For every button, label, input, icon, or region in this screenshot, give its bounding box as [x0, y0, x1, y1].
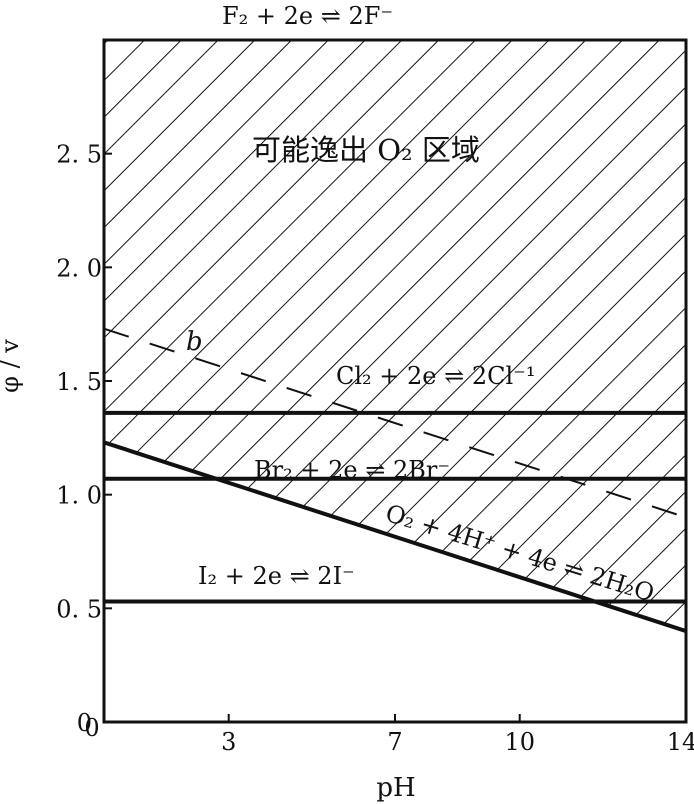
- y-tick-label: 2. 5: [56, 141, 102, 169]
- x-tick-label: 7: [387, 728, 402, 756]
- y-tick-label: 0: [77, 709, 92, 737]
- x-tick-label: 14: [667, 728, 694, 756]
- series-line-o2: [104, 440, 686, 633]
- series-line-b: [104, 327, 686, 519]
- y-tick-label: 2. 0: [56, 254, 102, 282]
- series-label-br2: Br₂ + 2e ⇌ 2Br⁻: [254, 456, 450, 484]
- series-label-f2: F₂ + 2e ⇌ 2F⁻: [222, 2, 393, 30]
- y-axis-label: φ / v: [0, 339, 24, 393]
- series-label-cl2: Cl₂ + 2e ⇌ 2Cl⁻¹: [336, 362, 535, 390]
- y-tick-label: 0. 5: [56, 595, 102, 623]
- origin-label: 0: [84, 714, 99, 742]
- x-tick-label: 10: [504, 728, 535, 756]
- x-axis-label: pH: [376, 773, 415, 803]
- region-label: 可能逸出 O₂ 区域: [252, 133, 480, 167]
- series-label-i2: I₂ + 2e ⇌ 2I⁻: [198, 562, 355, 590]
- y-tick-label: 1. 5: [56, 368, 102, 396]
- y-tick-label: 1. 0: [56, 482, 102, 510]
- x-tick-label: 3: [221, 728, 236, 756]
- series-label-b: b: [186, 327, 203, 357]
- o2-evolution-region: [104, 40, 686, 632]
